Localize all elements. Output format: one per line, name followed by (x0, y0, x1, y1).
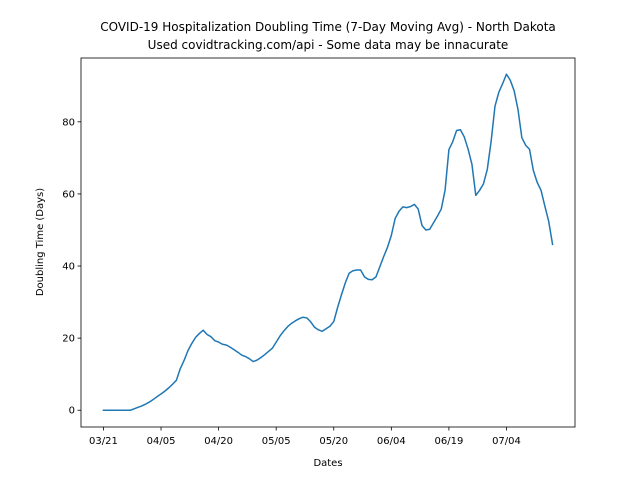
x-tick-label: 05/05 (262, 436, 291, 447)
y-tick-label: 40 (62, 262, 75, 273)
y-tick-label: 0 (69, 406, 75, 417)
chart-subtitle: Used covidtracking.com/api - Some data m… (148, 38, 509, 52)
chart-title: COVID-19 Hospitalization Doubling Time (… (100, 20, 556, 34)
x-tick-label: 05/20 (319, 436, 348, 447)
y-tick-label: 60 (62, 189, 75, 200)
y-tick-label: 20 (62, 334, 75, 345)
x-tick-label: 06/19 (434, 436, 463, 447)
x-axis-label: Dates (313, 458, 342, 469)
x-tick-label: 04/20 (204, 436, 233, 447)
x-tick-label: 06/04 (377, 436, 406, 447)
plot-frame (80, 57, 576, 428)
x-tick-label: 07/04 (492, 436, 521, 447)
y-axis-label: Doubling Time (Days) (35, 188, 46, 296)
x-tick-label: 03/21 (89, 436, 118, 447)
x-tick-label: 04/05 (147, 436, 176, 447)
y-tick-label: 80 (62, 117, 75, 128)
data-line (102, 73, 554, 411)
